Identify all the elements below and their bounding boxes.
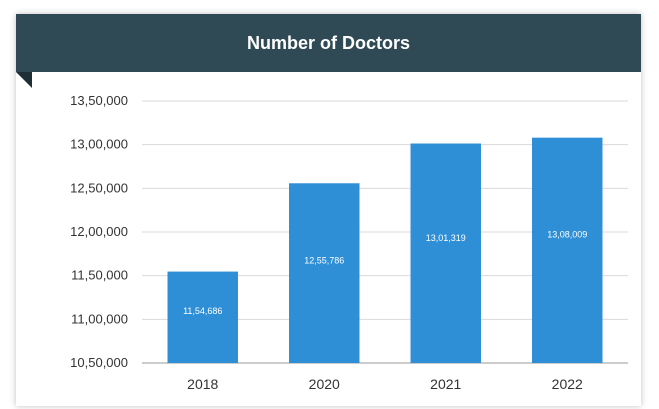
bar — [410, 143, 481, 363]
x-tick-label: 2022 — [552, 376, 583, 392]
x-tick-label: 2020 — [309, 376, 340, 392]
data-label: 11,54,686 — [183, 306, 222, 316]
bar — [167, 271, 238, 363]
data-label: 13,01,319 — [426, 233, 466, 243]
data-label: 12,55,786 — [304, 256, 344, 266]
y-tick-label: 12,00,000 — [70, 224, 128, 239]
y-tick-label: 11,50,000 — [71, 268, 128, 283]
bar — [289, 183, 360, 363]
bar — [532, 137, 603, 363]
x-tick-label: 2021 — [430, 376, 461, 392]
header-fold — [16, 72, 32, 88]
data-label: 13,08,009 — [547, 230, 587, 240]
y-tick-label: 12,50,000 — [70, 180, 128, 195]
y-tick-label: 11,00,000 — [71, 311, 128, 326]
chart-header: Number of Doctors — [16, 14, 641, 72]
y-tick-label: 13,00,000 — [70, 137, 128, 152]
y-tick-label: 13,50,000 — [70, 93, 128, 108]
chart-title: Number of Doctors — [246, 32, 410, 53]
x-tick-label: 2018 — [187, 376, 218, 392]
y-tick-label: 10,50,000 — [70, 355, 128, 370]
